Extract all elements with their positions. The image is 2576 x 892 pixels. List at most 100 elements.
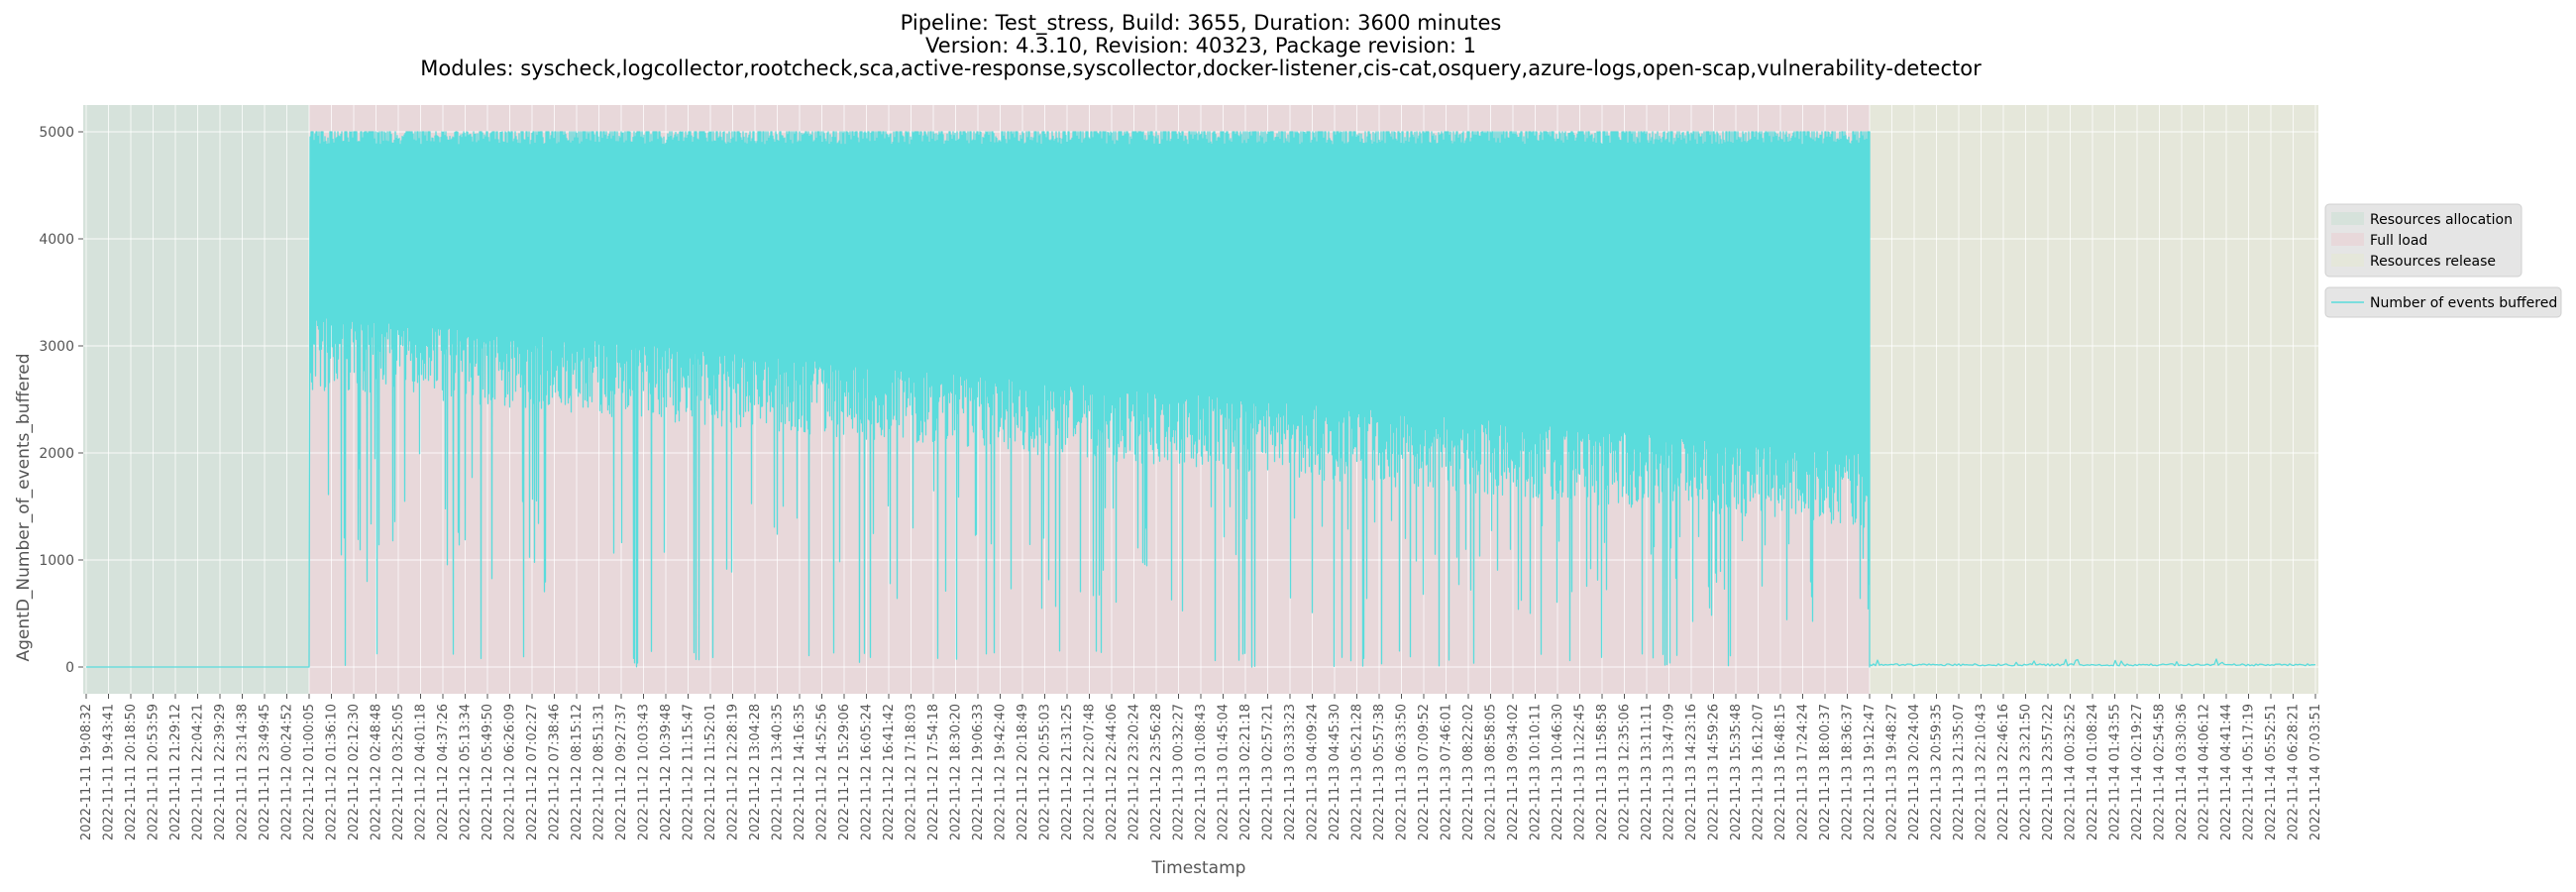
x-tick-label: 2022-11-13 11:22:45 (1573, 704, 1588, 840)
x-tick-label: 2022-11-11 23:49:45 (258, 704, 272, 840)
x-tick-label: 2022-11-14 02:19:27 (2130, 704, 2145, 840)
x-tick-label: 2022-11-13 05:21:28 (1350, 704, 1365, 840)
title-line-2: Version: 4.3.10, Revision: 40323, Packag… (925, 34, 1476, 57)
x-tick-label: 2022-11-12 12:28:19 (726, 704, 741, 840)
legend-label: Resources release (2370, 254, 2496, 270)
x-tick-label: 2022-11-14 04:41:44 (2219, 704, 2234, 840)
x-tick-label: 2022-11-14 06:28:21 (2287, 704, 2302, 840)
x-tick-label: 2022-11-13 19:12:47 (1863, 704, 1878, 840)
x-tick-label: 2022-11-14 00:32:52 (2064, 704, 2079, 840)
x-tick-label: 2022-11-13 19:48:27 (1885, 704, 1900, 840)
x-tick-label: 2022-11-13 17:24:24 (1796, 704, 1811, 840)
legend-series: Number of events buffered (2324, 286, 2562, 318)
x-tick-label: 2022-11-12 07:38:46 (548, 704, 563, 840)
x-tick-label: 2022-11-13 23:57:22 (2041, 704, 2056, 840)
x-tick-label: 2022-11-13 14:23:16 (1684, 704, 1699, 840)
y-axis: 0 1000 2000 3000 4000 5000 (39, 125, 83, 676)
x-tick-label: 2022-11-11 20:18:50 (124, 704, 139, 840)
x-tick-label: 2022-11-12 16:05:24 (860, 704, 875, 840)
chart-title: Pipeline: Test_stress, Build: 3655, Dura… (420, 11, 1982, 80)
x-tick-label: 2022-11-13 04:45:30 (1328, 704, 1342, 840)
x-tick-label: 2022-11-13 18:36:37 (1841, 704, 1856, 840)
y-tick-label: 5000 (39, 125, 74, 141)
x-tick-label: 2022-11-12 06:26:09 (503, 704, 518, 840)
y-tick-label: 3000 (39, 339, 74, 355)
x-tick-label: 2022-11-13 14:59:26 (1707, 704, 1722, 840)
x-axis-label: Timestamp (1151, 858, 1246, 878)
x-tick-label: 2022-11-12 08:51:31 (592, 704, 607, 840)
x-tick-label: 2022-11-13 11:58:58 (1595, 704, 1610, 840)
x-tick-label: 2022-11-13 18:00:37 (1818, 704, 1833, 840)
x-tick-label: 2022-11-13 22:10:43 (1975, 704, 1989, 840)
x-tick-label: 2022-11-12 13:04:28 (748, 704, 763, 840)
x-tick-label: 2022-11-13 05:57:38 (1372, 704, 1387, 840)
legend-swatch (2331, 254, 2364, 267)
x-tick-label: 2022-11-12 02:12:30 (347, 704, 362, 840)
x-tick-label: 2022-11-11 19:43:41 (102, 704, 117, 840)
x-tick-label: 2022-11-14 07:03:51 (2308, 704, 2323, 840)
x-tick-label: 2022-11-13 08:58:05 (1484, 704, 1499, 840)
x-tick-label: 2022-11-12 04:37:26 (436, 704, 451, 840)
x-tick-label: 2022-11-13 23:21:50 (2019, 704, 2034, 840)
legend-phases: Resources allocation Full load Resources r… (2324, 203, 2522, 278)
x-tick-label: 2022-11-13 13:47:09 (1663, 704, 1677, 840)
x-tick-label: 2022-11-12 02:48:48 (370, 704, 384, 840)
title-line-3: Modules: syscheck,logcollector,rootcheck… (420, 56, 1982, 80)
x-tick-label: 2022-11-12 09:27:37 (614, 704, 629, 840)
x-tick-label: 2022-11-12 22:44:06 (1105, 704, 1120, 840)
x-tick-label: 2022-11-13 15:35:48 (1729, 704, 1744, 840)
x-tick-label: 2022-11-12 15:29:06 (837, 704, 852, 840)
x-tick-label: 2022-11-12 05:13:34 (459, 704, 474, 840)
x-tick-label: 2022-11-11 21:29:12 (168, 704, 183, 840)
x-tick-label: 2022-11-14 02:54:58 (2153, 704, 2168, 840)
legend-label: Resources allocation (2370, 212, 2513, 228)
x-tick-label: 2022-11-11 23:14:38 (236, 704, 251, 840)
x-tick-label: 2022-11-14 05:17:19 (2242, 704, 2257, 840)
legend-phases-box (2324, 203, 2522, 278)
x-tick-label: 2022-11-13 22:46:16 (1996, 704, 2011, 840)
x-tick-label: 2022-11-12 00:24:52 (280, 704, 295, 840)
legend-label: Number of events buffered (2370, 295, 2557, 311)
x-tick-label: 2022-11-12 10:03:43 (637, 704, 652, 840)
x-tick-label: 2022-11-12 19:42:40 (994, 704, 1009, 840)
x-tick-label: 2022-11-13 13:11:11 (1640, 704, 1655, 840)
x-tick-label: 2022-11-14 04:06:12 (2198, 704, 2212, 840)
x-tick-label: 2022-11-13 04:09:24 (1306, 704, 1321, 840)
x-tick-label: 2022-11-12 03:25:05 (391, 704, 406, 840)
x-tick-label: 2022-11-11 22:04:21 (191, 704, 206, 840)
x-tick-label: 2022-11-13 06:33:50 (1395, 704, 1410, 840)
x-tick-label: 2022-11-14 05:52:51 (2264, 704, 2279, 840)
x-tick-label: 2022-11-11 20:53:59 (147, 704, 161, 840)
x-tick-label: 2022-11-12 11:52:01 (703, 704, 718, 840)
x-tick-label: 2022-11-12 22:07:48 (1083, 704, 1098, 840)
x-tick-label: 2022-11-14 03:30:36 (2175, 704, 2190, 840)
x-tick-label: 2022-11-12 11:15:47 (682, 704, 697, 840)
plot-area (83, 105, 2318, 694)
title-line-1: Pipeline: Test_stress, Build: 3655, Dura… (901, 11, 1502, 36)
x-tick-label: 2022-11-13 16:12:07 (1752, 704, 1767, 840)
x-tick-label: 2022-11-13 02:57:21 (1261, 704, 1276, 840)
x-tick-label: 2022-11-13 20:59:35 (1930, 704, 1945, 840)
x-tick-label: 2022-11-13 20:24:04 (1907, 704, 1922, 840)
x-tick-label: 2022-11-12 13:40:35 (771, 704, 786, 840)
x-tick-label: 2022-11-12 01:00:05 (302, 704, 317, 840)
y-axis-label: AgentD_Number_of_events_buffered (14, 354, 34, 662)
x-tick-label: 2022-11-12 05:49:50 (481, 704, 495, 840)
y-tick-label: 4000 (39, 232, 74, 248)
x-tick-label: 2022-11-12 10:39:48 (659, 704, 674, 840)
series-line-events-buffered (86, 131, 2316, 668)
y-tick-label: 1000 (39, 553, 74, 569)
x-tick-label: 2022-11-13 09:34:02 (1506, 704, 1521, 840)
legend-swatch (2331, 212, 2364, 225)
x-tick-label: 2022-11-12 17:54:18 (926, 704, 941, 840)
legend-label: Full load (2370, 233, 2427, 249)
x-tick-label: 2022-11-12 18:30:20 (949, 704, 964, 840)
x-tick-label: 2022-11-12 23:56:28 (1149, 704, 1164, 840)
x-tick-label: 2022-11-13 01:45:04 (1217, 704, 1232, 840)
x-tick-label: 2022-11-12 23:20:24 (1127, 704, 1142, 840)
x-tick-label: 2022-11-13 07:46:01 (1440, 704, 1454, 840)
x-tick-label: 2022-11-12 08:15:12 (570, 704, 585, 840)
y-tick-label: 0 (65, 660, 74, 676)
x-tick-label: 2022-11-13 16:48:15 (1773, 704, 1788, 840)
